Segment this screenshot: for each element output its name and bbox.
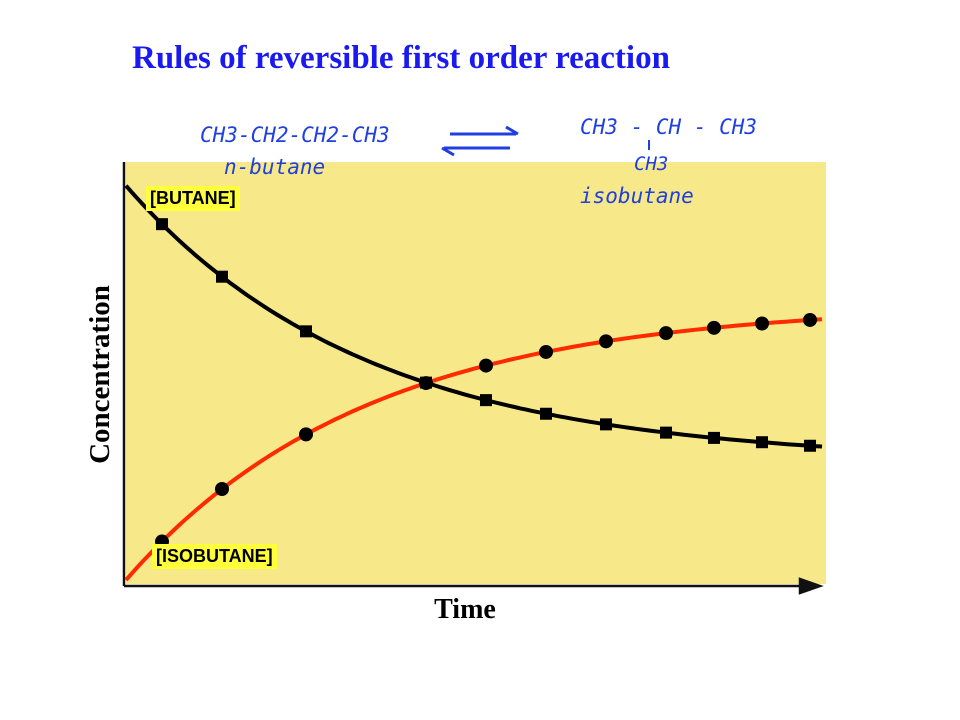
plot-background	[126, 162, 826, 584]
data-point-1-4	[479, 358, 493, 373]
data-point-1-6	[599, 334, 613, 349]
data-point-0-8	[708, 431, 720, 444]
data-point-0-4	[480, 394, 492, 407]
series-label-isobutane: [ISOBUTANE]	[152, 544, 277, 569]
slide-title: Rules of reversible first order reaction	[132, 40, 670, 76]
data-point-1-5	[539, 344, 553, 359]
product-branch: CH3	[634, 153, 668, 175]
series-line-0	[124, 184, 823, 449]
data-point-0-10	[804, 439, 816, 452]
data-point-0-6	[600, 418, 612, 431]
reactant-formula: CH3-CH2-CH2-CH3	[200, 123, 390, 147]
data-point-0-9	[756, 436, 768, 449]
x-axis-arrow-icon	[798, 577, 824, 595]
reactant-name: n-butane	[224, 155, 325, 179]
data-point-0-7	[660, 426, 672, 439]
series-line-1	[124, 317, 823, 582]
series-label-butane: [BUTANE]	[146, 186, 240, 211]
y-axis-label-wrap: Concentration	[70, 274, 130, 474]
equilibrium-arrow-icon	[441, 125, 519, 157]
x-axis-label: Time	[434, 594, 496, 625]
data-point-1-9	[755, 316, 769, 331]
data-point-0-2	[300, 325, 312, 338]
data-point-1-8	[707, 320, 721, 335]
reaction-equation: CH3-CH2-CH2-CH3 n-butane CH3 - CH - CH3 …	[200, 115, 757, 208]
data-point-1-1	[215, 482, 229, 497]
product-formula: CH3 - CH - CH3	[580, 115, 757, 139]
data-point-0-0	[156, 218, 168, 231]
data-point-0-1	[216, 270, 228, 283]
data-point-1-3	[419, 376, 433, 391]
y-axis-label: Concentration	[83, 284, 116, 464]
axes	[122, 162, 824, 595]
data-point-0-5	[540, 407, 552, 420]
data-point-1-7	[659, 326, 673, 341]
data-point-1-10	[803, 312, 817, 327]
product-name: isobutane	[580, 184, 694, 208]
data-point-1-2	[299, 427, 313, 442]
